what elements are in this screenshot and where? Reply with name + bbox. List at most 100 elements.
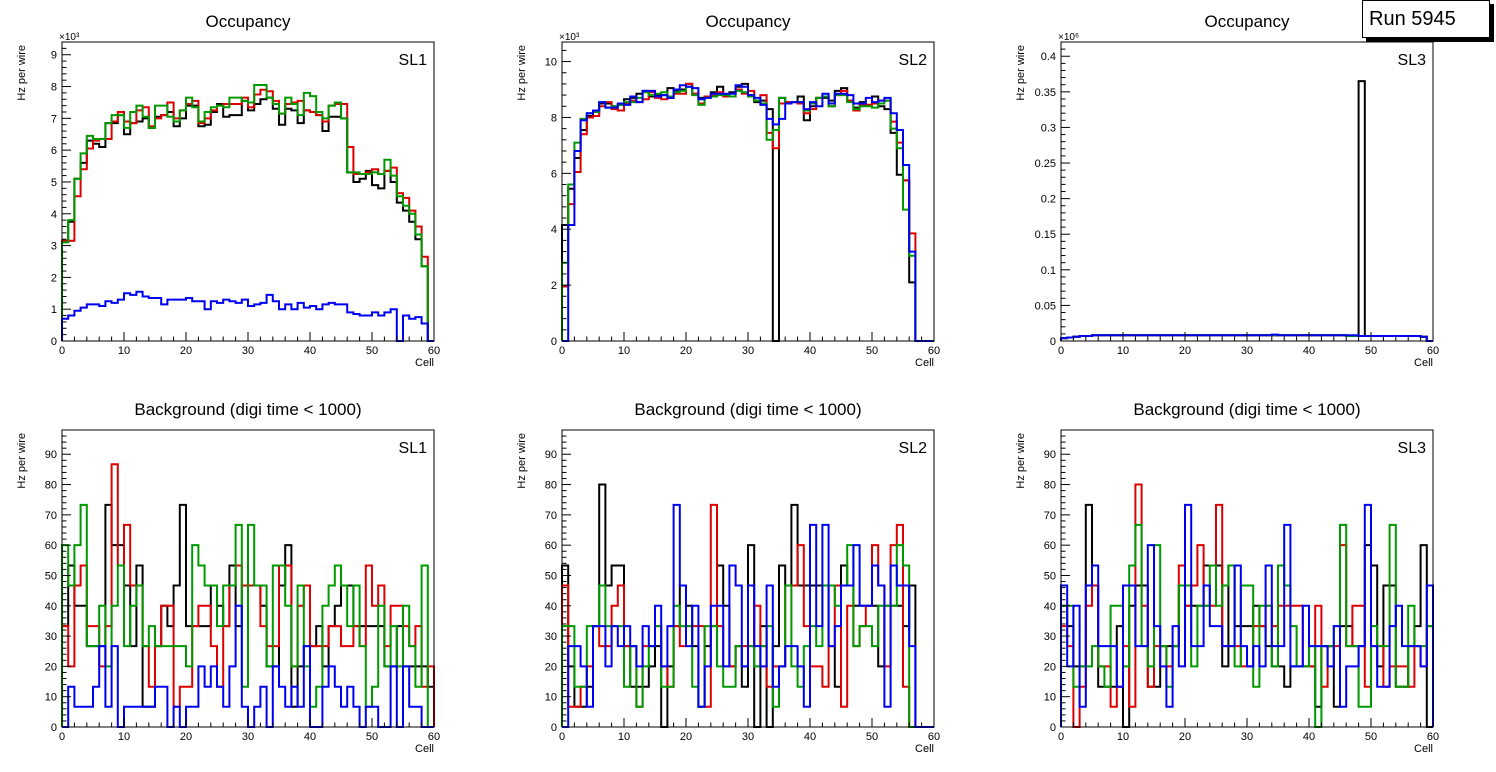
plot-title: Background (digi time < 1000) xyxy=(134,400,361,419)
series-black-line xyxy=(1060,80,1433,342)
y-tick-label: 70 xyxy=(1044,510,1056,522)
y-tick-label: 4 xyxy=(51,209,57,221)
x-tick-label: 40 xyxy=(804,345,816,357)
y-tick-label: 2 xyxy=(51,272,57,284)
x-tick-label: 10 xyxy=(1117,345,1129,357)
y-tick-label: 5 xyxy=(51,177,57,189)
x-axis-title: Cell xyxy=(415,357,434,369)
x-tick-label: 60 xyxy=(428,731,440,743)
y-tick-label: 60 xyxy=(1044,540,1056,552)
y-tick-label: 0.15 xyxy=(1035,229,1056,241)
y-axis-title: Hz per wire xyxy=(1015,433,1027,489)
y-tick-label: 40 xyxy=(1044,601,1056,613)
y-tick-label: 50 xyxy=(1044,570,1056,582)
plot-title: Occupancy xyxy=(205,12,291,31)
x-tick-label: 20 xyxy=(680,345,692,357)
x-tick-label: 40 xyxy=(304,345,316,357)
y-tick-label: 2 xyxy=(551,280,557,292)
y-tick-label: 90 xyxy=(545,449,557,461)
y-tick-label: 0 xyxy=(1050,722,1056,734)
y-tick-label: 0 xyxy=(551,722,557,734)
y-tick-label: 6 xyxy=(51,145,57,157)
x-tick-label: 40 xyxy=(304,731,316,743)
y-tick-label: 8 xyxy=(51,82,57,94)
x-tick-label: 30 xyxy=(242,345,254,357)
series-blue-line xyxy=(562,503,934,728)
y-tick-label: 8 xyxy=(551,112,557,124)
plot-title: Background (digi time < 1000) xyxy=(1133,400,1360,419)
y-tick-label: 30 xyxy=(545,631,557,643)
x-tick-label: 30 xyxy=(1241,345,1253,357)
y-tick-label: 4 xyxy=(551,224,557,236)
x-tick-label: 50 xyxy=(366,345,378,357)
y-tick-label: 20 xyxy=(545,661,557,673)
y-tick-label: 0.4 xyxy=(1041,51,1056,63)
histogram-pad: Occupancy 0 10 20 30 40 50 60 0 0.05 0.1 0.15 0.2 0.2… xyxy=(1015,12,1439,369)
x-tick-label: 50 xyxy=(866,345,878,357)
y-tick-label: 30 xyxy=(45,631,57,643)
y-tick-label: 70 xyxy=(45,510,57,522)
y-tick-label: 0 xyxy=(51,722,57,734)
y-tick-label: 80 xyxy=(1044,480,1056,492)
x-tick-label: 0 xyxy=(59,345,65,357)
x-axis-title: Cell xyxy=(1414,743,1433,755)
superlayer-label: SL3 xyxy=(1398,52,1427,69)
y-tick-label: 1 xyxy=(51,304,57,316)
y-tick-label: 30 xyxy=(1044,631,1056,643)
x-axis-title: Cell xyxy=(915,743,934,755)
plot-title: Occupancy xyxy=(705,12,791,31)
histogram-pad: Background (digi time < 1000) 0 10 20 30 40 50… xyxy=(1015,400,1439,755)
x-tick-label: 30 xyxy=(1241,731,1253,743)
x-tick-label: 60 xyxy=(928,345,940,357)
y-tick-label: 0.05 xyxy=(1035,300,1056,312)
series-blue-line xyxy=(1060,503,1434,727)
y-tick-label: 3 xyxy=(51,241,57,253)
x-tick-label: 40 xyxy=(804,731,816,743)
series-green-line xyxy=(561,85,934,342)
series-green-line xyxy=(61,503,434,728)
x-tick-label: 20 xyxy=(680,731,692,743)
x-tick-label: 10 xyxy=(118,731,130,743)
series-blue-line xyxy=(562,84,934,342)
y-axis-exponent: ×10³ xyxy=(559,32,580,43)
x-tick-label: 50 xyxy=(1365,345,1377,357)
x-tick-label: 20 xyxy=(180,345,192,357)
y-tick-label: 0 xyxy=(51,336,57,348)
x-tick-label: 10 xyxy=(618,345,630,357)
y-tick-label: 0.1 xyxy=(1041,265,1056,277)
x-tick-label: 30 xyxy=(742,731,754,743)
x-tick-label: 60 xyxy=(1427,345,1439,357)
histogram-pad: Occupancy 0 10 20 30 40 50 60 0 1 2 3 4 5 6 7 8 9 Cell Hz p… xyxy=(16,12,440,369)
x-tick-label: 60 xyxy=(928,731,940,743)
y-axis-title: Hz per wire xyxy=(516,45,528,101)
x-tick-label: 0 xyxy=(59,731,65,743)
superlayer-label: SL1 xyxy=(399,52,428,69)
plot-frame xyxy=(61,41,435,342)
x-tick-label: 0 xyxy=(559,731,565,743)
x-tick-label: 0 xyxy=(1058,731,1064,743)
x-axis-title: Cell xyxy=(915,357,934,369)
x-tick-label: 40 xyxy=(1303,345,1315,357)
series-blue-line xyxy=(61,290,434,342)
x-tick-label: 10 xyxy=(118,345,130,357)
x-tick-label: 20 xyxy=(180,731,192,743)
x-tick-label: 60 xyxy=(1427,731,1439,743)
x-tick-label: 10 xyxy=(1117,731,1129,743)
y-tick-label: 80 xyxy=(545,480,557,492)
y-tick-label: 10 xyxy=(45,692,57,704)
y-tick-label: 50 xyxy=(545,570,557,582)
superlayer-label: SL2 xyxy=(899,440,928,457)
series-green-line xyxy=(61,83,434,342)
superlayer-label: SL1 xyxy=(399,440,428,457)
histogram-pad: Background (digi time < 1000) 0 10 20 30 40 50… xyxy=(16,400,440,755)
plot-title: Occupancy xyxy=(1204,12,1290,31)
y-tick-label: 10 xyxy=(545,692,557,704)
y-axis-title: Hz per wire xyxy=(16,433,28,489)
y-tick-label: 0 xyxy=(1050,336,1056,348)
y-tick-label: 40 xyxy=(545,601,557,613)
y-tick-label: 70 xyxy=(545,510,557,522)
histogram-pad: Occupancy 0 10 20 30 40 50 60 0 2 4 6 8 10 Cell Hz per … xyxy=(516,12,940,369)
y-tick-label: 50 xyxy=(45,570,57,582)
y-tick-label: 60 xyxy=(45,540,57,552)
y-axis-title: Hz per wire xyxy=(16,45,28,101)
